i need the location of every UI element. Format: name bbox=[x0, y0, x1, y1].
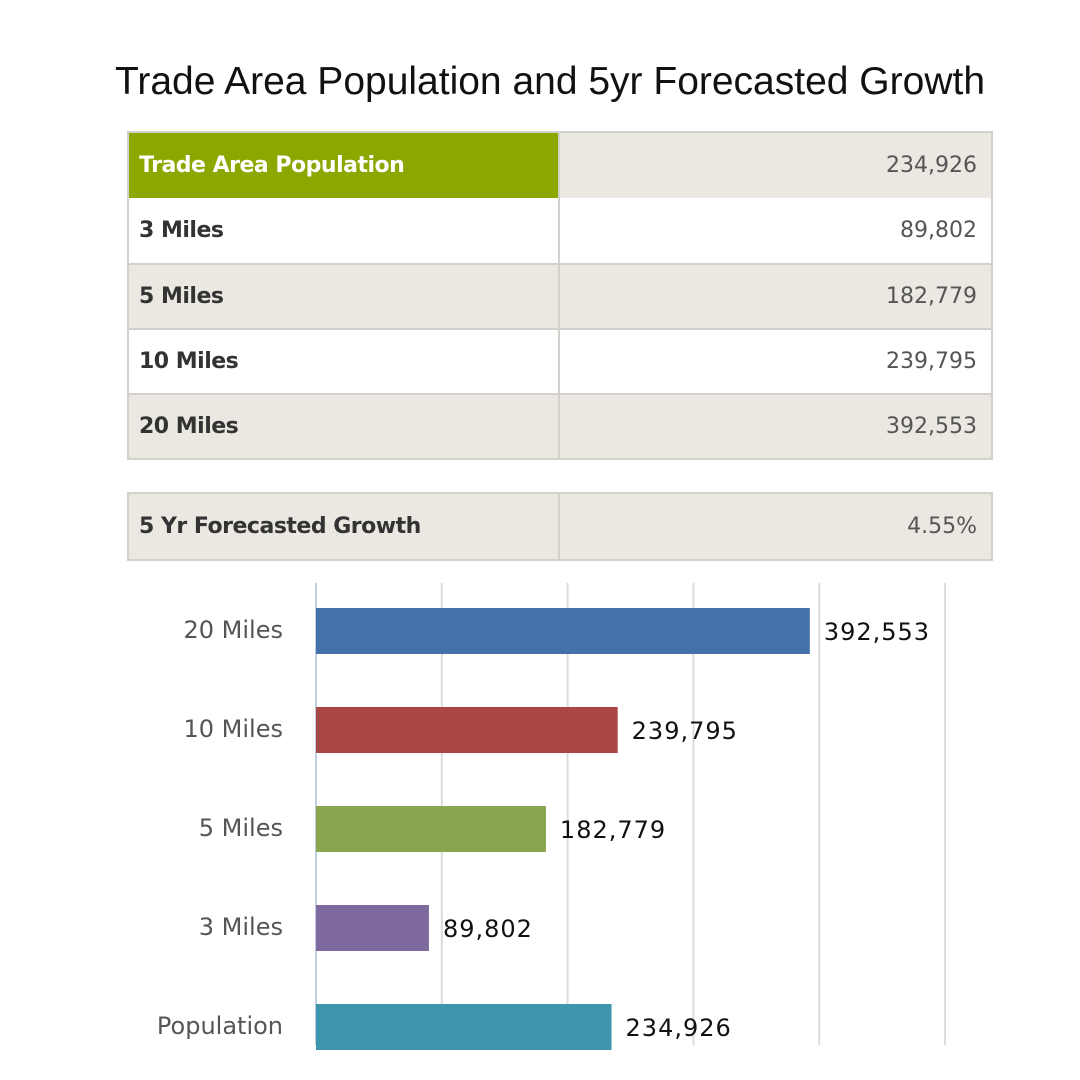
row-value: 392,553 bbox=[886, 414, 977, 439]
table-row: 20 Miles 392,553 bbox=[129, 393, 991, 458]
table-row: 3 Miles 89,802 bbox=[129, 198, 991, 263]
table-header: Trade Area Population 234,926 bbox=[129, 133, 991, 198]
y-tick-label: 3 Miles bbox=[199, 913, 283, 941]
bar bbox=[316, 1004, 612, 1050]
y-tick-label: 5 Miles bbox=[199, 814, 283, 842]
y-tick-label: 10 Miles bbox=[184, 715, 283, 743]
value-label: 239,795 bbox=[632, 717, 738, 745]
y-tick-label: 20 Miles bbox=[184, 616, 283, 644]
bar bbox=[316, 707, 618, 753]
row-value: 239,795 bbox=[886, 349, 977, 374]
growth-label: 5 Yr Forecasted Growth bbox=[129, 494, 560, 559]
value-label: 392,553 bbox=[824, 618, 930, 646]
value-label: 234,926 bbox=[626, 1014, 732, 1042]
page-title: Trade Area Population and 5yr Forecasted… bbox=[114, 60, 986, 103]
bar bbox=[316, 806, 546, 852]
y-tick-label: Population bbox=[157, 1012, 283, 1040]
population-table: Trade Area Population 234,926 3 Miles 89,… bbox=[127, 131, 993, 460]
growth-value: 4.55% bbox=[907, 514, 977, 539]
bar bbox=[316, 905, 429, 951]
row-value: 89,802 bbox=[900, 218, 977, 243]
value-label: 182,779 bbox=[560, 816, 666, 844]
bar bbox=[316, 608, 810, 654]
header-label: Trade Area Population bbox=[129, 133, 560, 198]
row-label: 20 Miles bbox=[129, 395, 560, 458]
row-value: 182,779 bbox=[886, 284, 977, 309]
table-row: 10 Miles 239,795 bbox=[129, 328, 991, 393]
row-label: 3 Miles bbox=[129, 198, 560, 263]
growth-row: 5 Yr Forecasted Growth 4.55% bbox=[129, 494, 991, 559]
header-value: 234,926 bbox=[560, 133, 991, 198]
table-row: 5 Miles 182,779 bbox=[129, 263, 991, 328]
growth-table: 5 Yr Forecasted Growth 4.55% bbox=[127, 492, 993, 561]
row-label: 10 Miles bbox=[129, 330, 560, 393]
row-label: 5 Miles bbox=[129, 265, 560, 328]
value-label: 89,802 bbox=[443, 915, 533, 943]
